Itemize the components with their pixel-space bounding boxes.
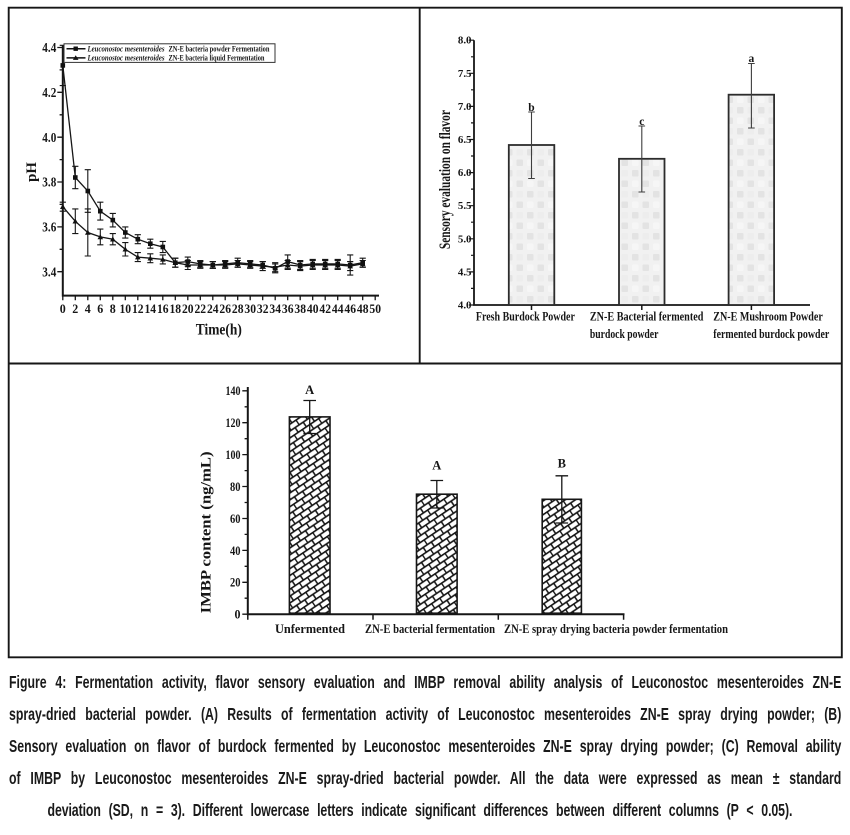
svg-text:3.8: 3.8 — [42, 175, 56, 190]
svg-text:IMBP content (ng/mL): IMBP content (ng/mL) — [199, 451, 215, 613]
svg-text:24: 24 — [207, 302, 219, 316]
svg-text:8.0: 8.0 — [458, 36, 472, 47]
svg-text:5.0: 5.0 — [458, 234, 472, 245]
svg-text:6: 6 — [97, 302, 103, 316]
svg-text:20: 20 — [230, 575, 241, 590]
svg-text:3.4: 3.4 — [42, 264, 56, 279]
svg-text:80: 80 — [230, 479, 241, 494]
svg-text:ZN-E spray drying bacteria pow: ZN-E spray drying bacteria powder fermen… — [504, 621, 729, 636]
svg-text:Time(h): Time(h) — [196, 322, 242, 339]
svg-text:42: 42 — [319, 302, 331, 316]
svg-text:ZN-E Bacterial fermented: ZN-E Bacterial fermented — [590, 308, 704, 323]
svg-text:A: A — [432, 459, 441, 473]
svg-text:20: 20 — [182, 302, 194, 316]
svg-text:B: B — [558, 457, 566, 471]
svg-text:140: 140 — [226, 383, 241, 398]
svg-text:28: 28 — [232, 302, 244, 316]
svg-text:100: 100 — [226, 447, 241, 462]
svg-text:48: 48 — [357, 302, 369, 316]
svg-text:26: 26 — [219, 302, 231, 316]
svg-text:a: a — [749, 53, 755, 65]
svg-text:c: c — [639, 116, 644, 128]
svg-text:16: 16 — [157, 302, 169, 316]
svg-text:40: 40 — [230, 543, 241, 558]
svg-text:30: 30 — [244, 302, 256, 316]
svg-text:120: 120 — [226, 415, 241, 430]
svg-text:40: 40 — [307, 302, 319, 316]
svg-text:50: 50 — [369, 302, 381, 316]
svg-text:34: 34 — [269, 302, 281, 316]
svg-text:4.2: 4.2 — [42, 85, 56, 100]
svg-text:8: 8 — [110, 302, 116, 316]
svg-text:4: 4 — [85, 302, 91, 316]
svg-text:6.5: 6.5 — [458, 135, 472, 146]
svg-text:Unfermented: Unfermented — [275, 621, 346, 636]
svg-text:Fresh Burdock Powder: Fresh Burdock Powder — [476, 308, 575, 323]
svg-text:7.5: 7.5 — [458, 69, 472, 80]
svg-text:3.6: 3.6 — [42, 220, 56, 235]
svg-text:10: 10 — [120, 302, 132, 316]
svg-text:22: 22 — [195, 302, 207, 316]
svg-text:5.5: 5.5 — [458, 201, 472, 212]
svg-text:36: 36 — [282, 302, 294, 316]
svg-text:0: 0 — [60, 302, 66, 316]
svg-text:38: 38 — [294, 302, 306, 316]
svg-text:4.0: 4.0 — [458, 301, 472, 312]
svg-text:4.4: 4.4 — [42, 40, 56, 55]
svg-text:18: 18 — [170, 302, 182, 316]
svg-text:7.0: 7.0 — [458, 102, 472, 113]
svg-text:12: 12 — [132, 302, 144, 316]
svg-text:b: b — [528, 102, 534, 114]
svg-text:32: 32 — [257, 302, 269, 316]
svg-text:4.0: 4.0 — [42, 130, 56, 145]
svg-text:44: 44 — [332, 302, 344, 316]
svg-text:A: A — [305, 383, 314, 397]
svg-text:14: 14 — [145, 302, 157, 316]
svg-text:0: 0 — [235, 607, 241, 622]
svg-text:Sensory evaluation on flavor: Sensory evaluation on flavor — [437, 110, 454, 249]
svg-text:pH: pH — [24, 162, 40, 182]
svg-text:46: 46 — [344, 302, 356, 316]
svg-text:60: 60 — [230, 511, 241, 526]
svg-text:6.0: 6.0 — [458, 168, 472, 179]
svg-text:2: 2 — [72, 302, 78, 316]
svg-text:4.5: 4.5 — [458, 267, 472, 278]
svg-text:fermented burdock powder: fermented burdock powder — [713, 326, 829, 341]
svg-text:ZN-E Mushroom Powder: ZN-E Mushroom Powder — [713, 308, 823, 323]
svg-text:burdock powder: burdock powder — [590, 326, 659, 341]
svg-text:ZN-E bacterial fermentation: ZN-E bacterial fermentation — [365, 621, 496, 636]
